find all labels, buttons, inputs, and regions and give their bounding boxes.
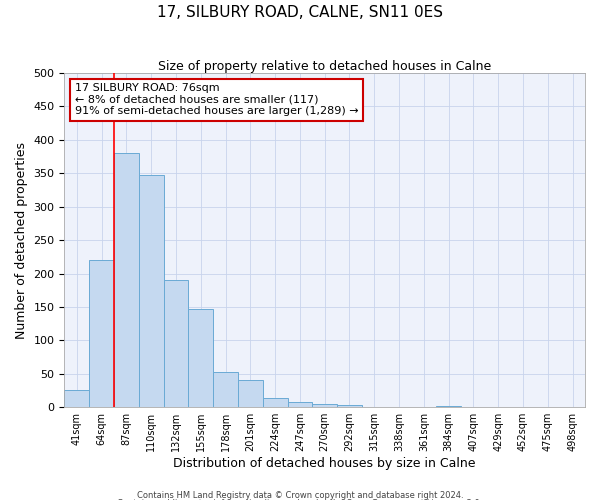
Bar [89,260,114,407]
Text: Contains public sector information licensed under the Open Government Licence v3: Contains public sector information licen… [118,499,482,500]
Bar [64,390,89,407]
Bar [164,280,188,407]
Bar [436,406,461,407]
Text: 17, SILBURY ROAD, CALNE, SN11 0ES: 17, SILBURY ROAD, CALNE, SN11 0ES [157,5,443,20]
Bar [337,405,362,407]
Bar [114,153,139,407]
Text: Contains HM Land Registry data © Crown copyright and database right 2024.: Contains HM Land Registry data © Crown c… [137,490,463,500]
Bar [313,404,337,407]
Y-axis label: Number of detached properties: Number of detached properties [15,142,28,338]
Bar [263,398,287,407]
Bar [213,372,238,407]
Text: 17 SILBURY ROAD: 76sqm
← 8% of detached houses are smaller (117)
91% of semi-det: 17 SILBURY ROAD: 76sqm ← 8% of detached … [75,83,358,116]
Bar [188,309,213,407]
X-axis label: Distribution of detached houses by size in Calne: Distribution of detached houses by size … [173,457,476,470]
Bar [139,174,164,407]
Title: Size of property relative to detached houses in Calne: Size of property relative to detached ho… [158,60,491,73]
Bar [287,402,313,407]
Bar [238,380,263,407]
